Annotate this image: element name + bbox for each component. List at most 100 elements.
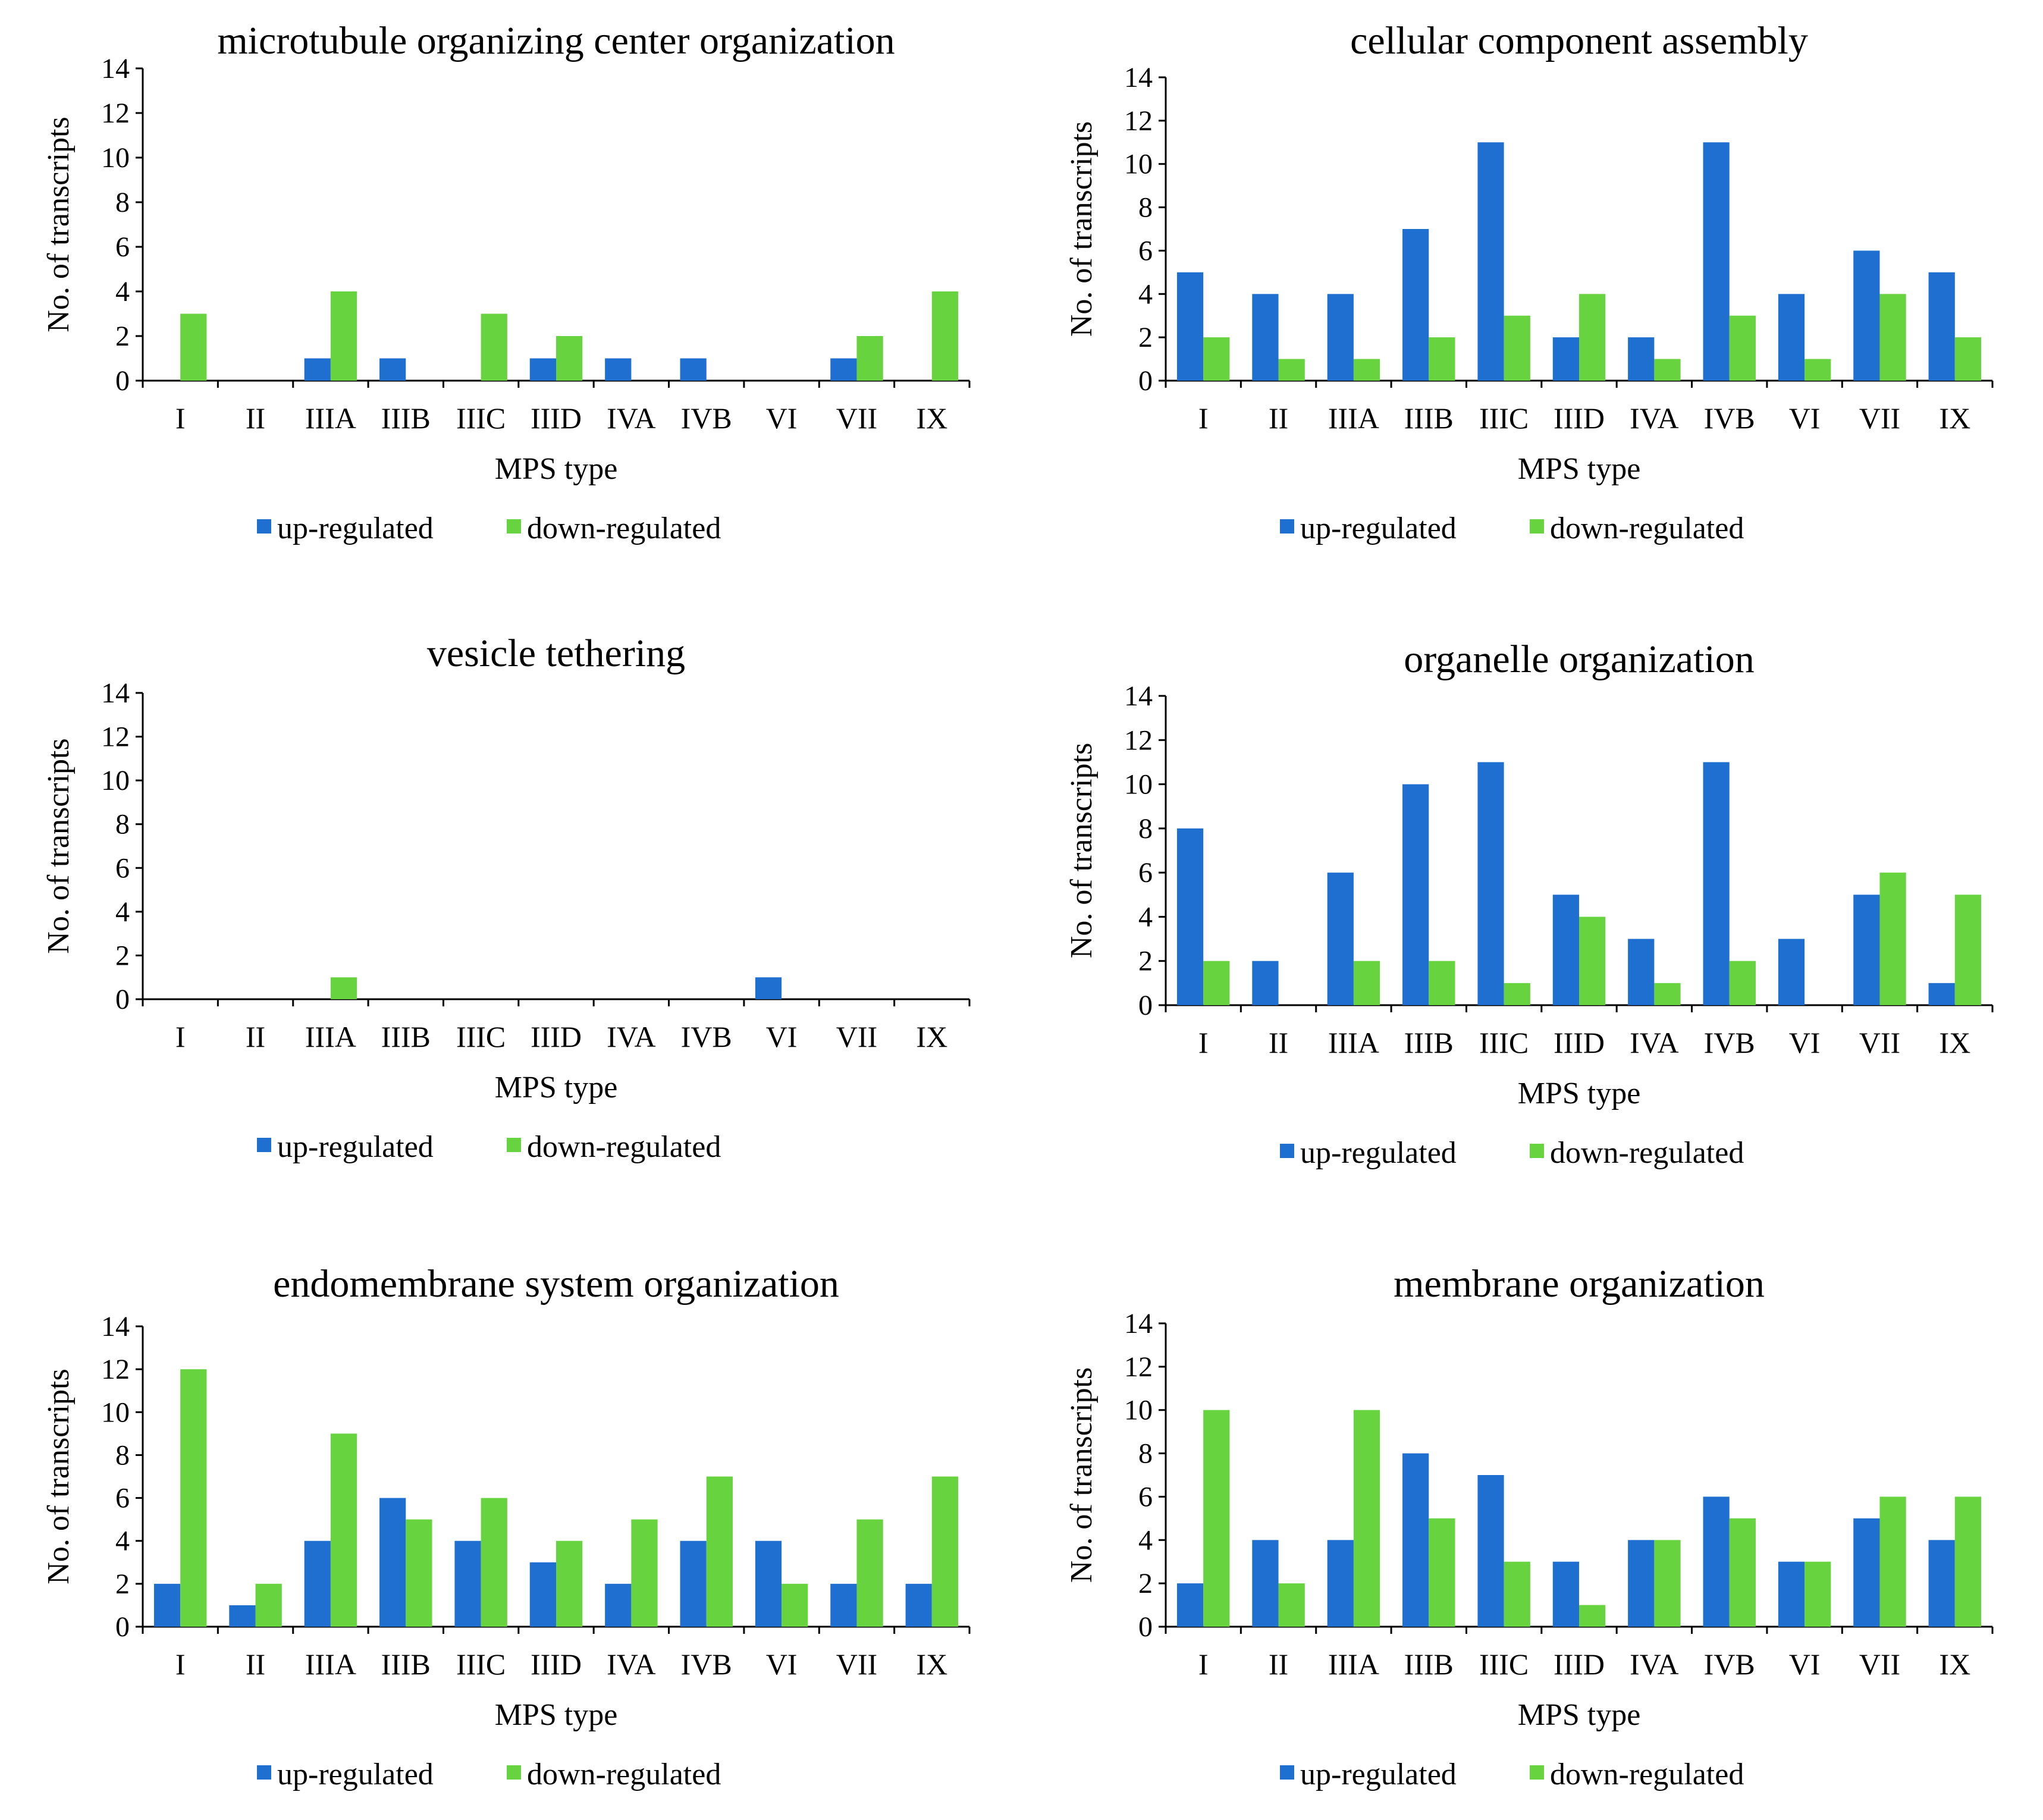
y-tick-label: 2 bbox=[1138, 946, 1153, 977]
bar-up-IIIA bbox=[304, 358, 331, 381]
x-category-label: IIIB bbox=[381, 401, 431, 435]
y-tick-label: 0 bbox=[115, 1611, 130, 1643]
bar-up-I bbox=[1176, 828, 1204, 1005]
y-tick-label: 4 bbox=[1138, 278, 1153, 310]
legend: up-regulated down-regulated bbox=[1280, 1758, 1744, 1791]
legend-swatch-up bbox=[257, 1138, 271, 1152]
x-axis-title: MPS type bbox=[1518, 1077, 1641, 1110]
bar-down-IIID bbox=[556, 1540, 583, 1627]
x-category-label: IVB bbox=[681, 401, 732, 435]
chart-title: endomembrane system organization bbox=[273, 1262, 839, 1306]
legend-label-up: up-regulated bbox=[277, 1758, 434, 1791]
x-category-label: IIIB bbox=[1404, 1648, 1454, 1681]
chart-svg: endomembrane system organization 0 2 4 6 8 10 1… bbox=[42, 1262, 971, 1791]
x-category-label: VII bbox=[1859, 1026, 1900, 1059]
bar-up-IIIB bbox=[379, 1498, 406, 1627]
legend-swatch-up bbox=[257, 1765, 271, 1780]
bar-down-IIIA bbox=[1353, 961, 1380, 1005]
y-tick-label: 10 bbox=[1124, 769, 1153, 801]
y-tick-label: 14 bbox=[101, 53, 130, 84]
x-category-label: II bbox=[246, 401, 265, 435]
x-category-label: IIIA bbox=[305, 401, 356, 435]
x-category-label: IVA bbox=[607, 1020, 655, 1053]
bar-down-IIIB bbox=[1429, 1518, 1455, 1627]
bar-up-IX bbox=[1928, 983, 1955, 1005]
bar-down-VII bbox=[1879, 873, 1906, 1005]
x-category-label: IIIB bbox=[381, 1648, 431, 1681]
y-tick-label: 10 bbox=[101, 765, 130, 796]
bar-up-IIIA bbox=[1327, 294, 1354, 381]
bar-down-IIIC bbox=[481, 1498, 507, 1627]
bar-up-IIID bbox=[529, 1562, 556, 1627]
x-axis-title: MPS type bbox=[495, 452, 618, 486]
bar-up-IX bbox=[905, 1583, 932, 1627]
bar-down-VII bbox=[856, 336, 883, 381]
x-category-label: IIIA bbox=[305, 1020, 356, 1053]
y-tick-label: 14 bbox=[1124, 680, 1153, 712]
x-category-label: IX bbox=[1939, 1648, 1970, 1681]
bar-down-IIIA bbox=[330, 291, 357, 381]
y-tick-label: 12 bbox=[1124, 724, 1153, 756]
y-tick-label: 0 bbox=[1138, 990, 1153, 1021]
y-tick-label: 4 bbox=[115, 1526, 130, 1557]
y-tick-label: 0 bbox=[115, 984, 130, 1015]
x-category-label: I bbox=[1198, 401, 1209, 435]
bar-down-IVB bbox=[706, 1476, 733, 1627]
legend: up-regulated down-regulated bbox=[1280, 512, 1744, 545]
y-tick-label: 2 bbox=[1138, 1568, 1153, 1599]
y-tick-label: 6 bbox=[115, 852, 130, 884]
chart-title: microtubule organizing center organizati… bbox=[217, 19, 895, 62]
y-tick-label: 14 bbox=[1124, 62, 1153, 93]
bar-down-IIID bbox=[556, 336, 583, 381]
chart-panel-6: membrane organization 0 2 4 6 8 10 12 14 No. of t… bbox=[1047, 1255, 2034, 1817]
x-category-label: VII bbox=[836, 1020, 877, 1053]
chart-panel-5: endomembrane system organization 0 2 4 6 8 10 1… bbox=[24, 1255, 1011, 1817]
x-category-label: IX bbox=[1939, 401, 1970, 435]
bar-up-VI bbox=[755, 1540, 782, 1627]
y-axis-title: No. of transcripts bbox=[42, 738, 76, 953]
y-tick-label: 0 bbox=[1138, 365, 1153, 397]
y-tick-label: 4 bbox=[115, 896, 130, 928]
bar-down-IX bbox=[931, 291, 959, 381]
bar-up-IIIA bbox=[1327, 1540, 1354, 1627]
y-tick-label: 12 bbox=[1124, 105, 1153, 137]
bar-up-IX bbox=[1928, 1540, 1955, 1627]
bar-down-II bbox=[255, 1583, 282, 1627]
bar-up-IIIB bbox=[1402, 1453, 1429, 1627]
bar-down-II bbox=[1278, 1583, 1305, 1627]
y-tick-label: 8 bbox=[1138, 813, 1153, 845]
x-category-label: IVB bbox=[681, 1020, 732, 1053]
legend: up-regulated down-regulated bbox=[257, 512, 721, 545]
x-category-label: VII bbox=[836, 401, 877, 435]
bar-up-IIIA bbox=[304, 1540, 331, 1627]
bar-up-IVB bbox=[1703, 142, 1730, 381]
chart-panel-4: organelle organization 0 2 4 6 8 10 12 14 No. of … bbox=[1047, 630, 2034, 1201]
bar-up-II bbox=[1252, 961, 1279, 1005]
y-axis-title: No. of transcripts bbox=[1065, 1367, 1099, 1583]
legend-label-up: up-regulated bbox=[1300, 1136, 1457, 1170]
x-category-label: IX bbox=[916, 1020, 947, 1053]
x-category-label: IVA bbox=[1630, 401, 1678, 435]
x-category-label: VI bbox=[766, 1648, 798, 1681]
bar-up-IIIA bbox=[1327, 873, 1354, 1005]
y-tick-label: 6 bbox=[1138, 857, 1153, 889]
chart-panel-2: cellular component assembly 0 2 4 6 8 10 12 14 No… bbox=[1047, 12, 2034, 583]
bar-up-IVA bbox=[1628, 337, 1655, 381]
bar-down-VII bbox=[1879, 294, 1906, 381]
x-category-label: IIIB bbox=[381, 1020, 431, 1053]
y-axis-title: No. of transcripts bbox=[1065, 121, 1099, 337]
y-tick-label: 14 bbox=[1124, 1308, 1153, 1339]
y-tick-label: 10 bbox=[101, 142, 130, 174]
bar-down-IIIA bbox=[330, 977, 357, 999]
chart-panel-3: vesicle tethering 0 2 4 6 8 10 12 14 No. of trans… bbox=[24, 630, 1011, 1201]
x-category-label: IIIC bbox=[1479, 1648, 1529, 1681]
y-tick-label: 12 bbox=[1124, 1351, 1153, 1383]
bar-down-IVB bbox=[1729, 1518, 1756, 1627]
bar-up-I bbox=[1176, 272, 1204, 381]
y-tick-label: 4 bbox=[1138, 1524, 1153, 1556]
legend-swatch-down bbox=[507, 519, 521, 534]
bar-down-IIIB bbox=[1429, 337, 1455, 381]
bar-up-IX bbox=[1928, 272, 1955, 381]
x-category-label: I bbox=[175, 401, 186, 435]
bar-up-I bbox=[1176, 1583, 1204, 1627]
